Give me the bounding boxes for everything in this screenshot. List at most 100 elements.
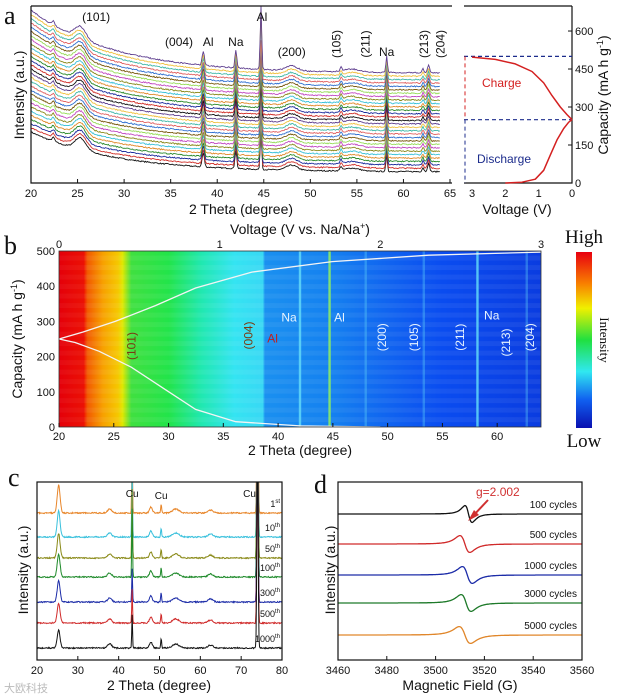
heatmap-overlay — [58, 251, 542, 428]
xrd-cycle-line — [37, 482, 282, 604]
x-tick-label: 2 — [502, 188, 508, 200]
panel-b-ylabel: Capacity (mA h g-1) — [9, 279, 25, 398]
panel-a-x-ticks: 20 25 30 35 40 45 50 55 60 65 — [25, 179, 456, 200]
heatmap-peak-label: (200) — [375, 323, 389, 351]
peak-line — [476, 251, 479, 427]
x-tick-label: 55 — [436, 431, 448, 443]
voltage-curve-discharge — [505, 119, 573, 184]
xrd-cycle-line — [37, 482, 282, 539]
heatmap-peak-label: Na — [484, 309, 500, 323]
x-tick-label: 35 — [165, 188, 177, 200]
peak-line — [298, 251, 302, 427]
discharge-label: Discharge — [477, 152, 531, 166]
cycle-label: 10th — [265, 523, 280, 533]
colorbar — [576, 252, 592, 428]
peak-label: (200) — [278, 45, 306, 59]
xrd-scan-line — [31, 11, 441, 81]
cu-peak-label: Cu — [243, 489, 256, 500]
y-tick-label: 200 — [37, 352, 55, 364]
voltage-xlabel: Voltage (V) — [482, 201, 551, 217]
panel-label-a: a — [4, 1, 16, 30]
peak-label: (105) — [329, 30, 343, 58]
cycle-label: 50th — [265, 544, 280, 554]
panel-b-xlabel: 2 Theta (degree) — [248, 442, 352, 458]
xrd-scan-line — [31, 81, 441, 132]
panel-c-xlabel: 2 Theta (degree) — [107, 677, 211, 693]
xrd-scan-line — [31, 26, 440, 88]
xrd-scan-line — [31, 6, 440, 74]
x-tick-label: 70 — [235, 665, 247, 677]
peak-line — [364, 251, 367, 427]
cycle-label: 500th — [260, 609, 280, 619]
panel-c-xrd-cycles: 20 30 40 50 60 70 80 1st 10th 50th 100th 300th 500t… — [15, 481, 288, 693]
y-tick-label: 600 — [575, 26, 593, 38]
x-tick-label: 3500 — [423, 665, 447, 677]
x-tick-label: 3520 — [472, 665, 496, 677]
peak-label: Al — [203, 35, 214, 49]
x-tick-label: 50 — [382, 431, 394, 443]
x-tick-label: 3480 — [375, 665, 399, 677]
voltage-ticks: 3 2 1 00 150 300 450 600 — [469, 26, 593, 200]
panel-a-peak-labels: (101) (004) Al Na Al (200) (105) (211) Na (213) (2… — [82, 10, 448, 59]
peak-line — [525, 251, 528, 427]
heatmap-peak-label: (211) — [453, 324, 467, 351]
panel-c-ticks: 20 30 40 50 60 70 80 — [31, 656, 288, 677]
x-tick-label: 60 — [194, 665, 206, 677]
panel-c-labels: 1st 10th 50th 100th 300th 500th 1000th Cu Cu Cu — [126, 489, 281, 644]
y-tick-label: 500 — [37, 246, 55, 258]
heatmap-peak-label: (213) — [499, 329, 513, 357]
epr-line — [338, 565, 582, 585]
xrd-cycle-line — [37, 482, 282, 579]
epr-line — [338, 534, 582, 554]
intensity-band — [59, 251, 85, 427]
xrd-scan-line — [31, 68, 441, 122]
cu-peak-label: Cu — [155, 491, 168, 502]
heatmap-peak-label: (101) — [124, 332, 138, 360]
peak-label: (213) — [417, 30, 431, 58]
x-tick-label: 30 — [162, 431, 174, 443]
top-x-tick-label: 0 — [56, 239, 62, 251]
x-tick-label: 40 — [211, 188, 223, 200]
panel-c-lines — [37, 482, 282, 650]
heatmap-peak-label: Na — [281, 310, 297, 324]
panel-d-labels: 100 cycles 500 cycles 1000 cycles 3000 cycl… — [524, 500, 577, 632]
capacity-ylabel: Capacity (mA h g-1) — [595, 35, 611, 154]
y-tick-label: 450 — [575, 64, 593, 76]
panel-d-xlabel: Magnetic Field (G) — [402, 677, 517, 693]
heatmap-peak-label: (204) — [523, 323, 537, 351]
xrd-scan-line — [31, 55, 441, 112]
x-tick-label: 50 — [153, 665, 165, 677]
x-tick-label: 45 — [258, 188, 270, 200]
panel-a-xlabel: 2 Theta (degree) — [189, 201, 293, 217]
xrd-scan-line — [31, 101, 441, 149]
xrd-scan-line — [31, 60, 440, 115]
y-tick-label: 300 — [575, 102, 593, 114]
x-tick-label: 45 — [327, 431, 339, 443]
y-tick-label: 400 — [37, 281, 55, 293]
heatmap-peak-label: Al — [267, 332, 278, 346]
peak-label: (101) — [82, 10, 110, 24]
top-x-tick-label: 3 — [538, 239, 544, 251]
panel-b-top-xlabel: Voltage (V vs. Na/Na+) — [230, 221, 370, 237]
cycle-label: 100 cycles — [530, 500, 577, 511]
panel-d-epr: 3460 3480 3500 3520 3540 3560 100 cycles 500 c… — [322, 481, 594, 693]
panel-c-ylabel: Intensity (a.u.) — [15, 526, 31, 615]
voltage-overlay-curve — [58, 251, 542, 340]
panel-label-c: c — [8, 463, 20, 492]
panel-a-voltage-profile: 3 2 1 00 150 300 450 600 Charge Discharge Volta… — [464, 5, 611, 217]
x-tick-label: 80 — [276, 665, 288, 677]
cycle-label: 1000 cycles — [524, 561, 577, 572]
panel-d-ticks: 3460 3480 3500 3520 3540 3560 — [326, 656, 594, 677]
x-tick-label: 30 — [72, 665, 84, 677]
panel-label-d: d — [314, 470, 327, 499]
x-tick-label: 25 — [108, 431, 120, 443]
charge-label: Charge — [482, 76, 522, 90]
panel-a-axes — [30, 5, 452, 184]
cycle-label: 1st — [270, 499, 280, 509]
xrd-scan-line — [31, 106, 441, 153]
x-tick-label: 20 — [31, 665, 43, 677]
cu-peak-label: Cu — [126, 489, 139, 500]
panel-a-ylabel: Intensity (a.u.) — [11, 51, 27, 140]
top-x-tick-label: 1 — [217, 239, 223, 251]
